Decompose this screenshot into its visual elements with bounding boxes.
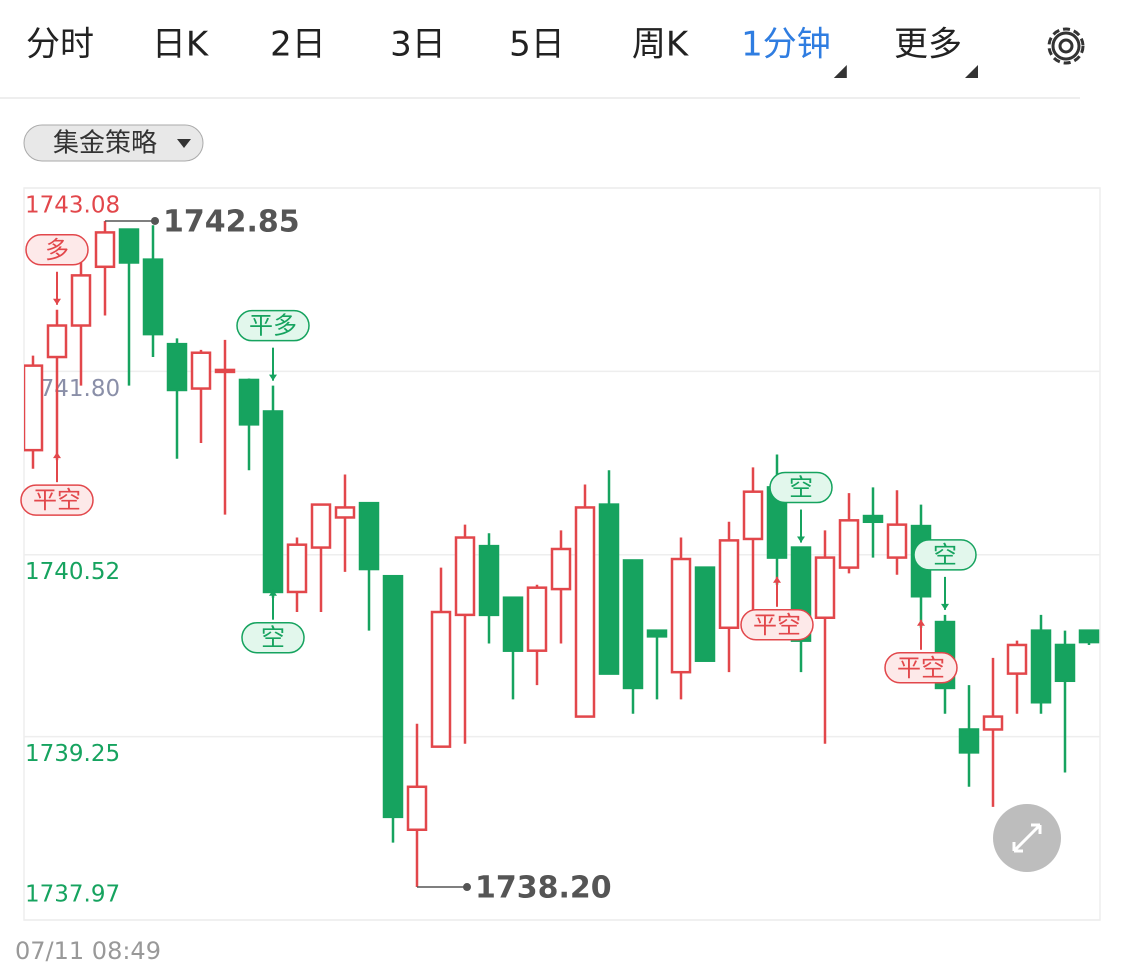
candle-body	[46, 324, 68, 359]
extreme-label: 1738.20	[475, 871, 612, 906]
timestamp: 07/11 08:49	[15, 937, 161, 965]
candle-body	[310, 503, 332, 549]
signal-badge	[740, 609, 814, 641]
candle-body	[382, 574, 404, 819]
signal-label: 平多	[249, 312, 297, 340]
signal-label: 多	[45, 236, 69, 264]
candle-body	[574, 506, 596, 718]
candle-body	[622, 559, 644, 690]
tab[interactable]: 2日	[270, 25, 326, 65]
signal-arrowhead	[269, 374, 277, 381]
candle-body	[478, 544, 500, 617]
gear-ring	[1051, 31, 1081, 61]
tab-caret	[833, 65, 847, 78]
candle-body	[646, 629, 668, 638]
candle-body	[190, 351, 212, 390]
tab[interactable]: 周K	[632, 25, 690, 65]
signal-label: 平空	[33, 486, 81, 514]
signal-badge	[236, 309, 310, 342]
tab[interactable]: 分时	[26, 25, 94, 65]
y-tick-label: 1740.52	[25, 559, 120, 585]
candle-body	[1006, 643, 1028, 675]
candle-body	[670, 557, 692, 674]
dropdown-caret	[177, 139, 191, 148]
y-tick-label: 1743.08	[25, 193, 120, 219]
extreme-label: 1742.85	[163, 204, 300, 239]
candle-body	[502, 596, 524, 652]
signal-label: 平空	[897, 654, 945, 682]
candle-body	[982, 715, 1004, 731]
candle-body	[358, 501, 380, 571]
candle-body	[70, 274, 92, 327]
candle-body	[262, 410, 284, 594]
strategy-label: 集金策略	[53, 129, 157, 159]
candle-body	[334, 506, 356, 519]
candle-body	[718, 539, 740, 630]
candle-body	[166, 342, 188, 392]
signal-badge	[913, 539, 977, 571]
candle-body	[814, 556, 836, 619]
candle-body	[598, 503, 620, 675]
candle-body	[118, 228, 140, 264]
tab[interactable]: 日K	[152, 25, 210, 65]
expand-icon	[1012, 823, 1042, 853]
candle-body	[550, 547, 572, 591]
candle-body	[94, 231, 116, 269]
candles	[24, 220, 1100, 888]
signal-label: 空	[261, 624, 285, 652]
signal-arrowhead	[773, 576, 781, 583]
signal-arrowhead	[941, 603, 949, 610]
settings-icon[interactable]	[1047, 27, 1085, 65]
candle-body	[694, 566, 716, 662]
signal-badge	[769, 471, 833, 504]
signal-arrowhead	[53, 452, 61, 459]
candle-body	[238, 378, 260, 426]
candle-body	[886, 523, 908, 559]
signal-arrowhead	[917, 619, 925, 626]
signal-badge	[25, 234, 89, 266]
candle-body	[1030, 629, 1052, 704]
y-tick-label: 1737.97	[25, 882, 120, 908]
candle-body	[24, 364, 44, 452]
gear-hub	[1058, 38, 1074, 54]
signal-arrowhead	[53, 298, 61, 305]
tab[interactable]: 5日	[509, 25, 565, 65]
candle-body	[454, 536, 476, 617]
candle-body	[286, 543, 308, 594]
signal-label: 平空	[753, 611, 801, 639]
tab-caret	[965, 65, 978, 78]
extreme-dot	[463, 883, 471, 892]
signal-badge	[241, 621, 305, 654]
candle-body	[862, 514, 884, 524]
candle-body	[958, 728, 980, 754]
candle-body	[406, 785, 428, 832]
signal-arrowhead	[269, 589, 277, 596]
signal-label: 空	[789, 474, 813, 502]
candle-body	[1054, 643, 1076, 683]
extreme-dot	[151, 216, 159, 225]
tab[interactable]: 1分钟	[741, 25, 831, 65]
signal-label: 空	[933, 541, 957, 569]
candle-body	[430, 610, 452, 748]
candle-body	[214, 368, 236, 374]
gear	[1047, 27, 1085, 65]
signal-arrowhead	[797, 536, 805, 543]
y-tick-label: 1739.25	[25, 741, 120, 767]
signal-badge	[20, 484, 94, 516]
expand-button[interactable]	[993, 804, 1061, 872]
tab[interactable]: 更多	[894, 25, 962, 65]
candle-body	[838, 519, 860, 569]
candle-body	[526, 586, 548, 652]
signal-badge	[884, 652, 958, 684]
candle-body	[1078, 629, 1100, 644]
tab[interactable]: 3日	[390, 25, 446, 65]
candle-body	[142, 258, 164, 336]
candle-body	[742, 490, 764, 541]
strategy-button[interactable]	[23, 124, 204, 162]
